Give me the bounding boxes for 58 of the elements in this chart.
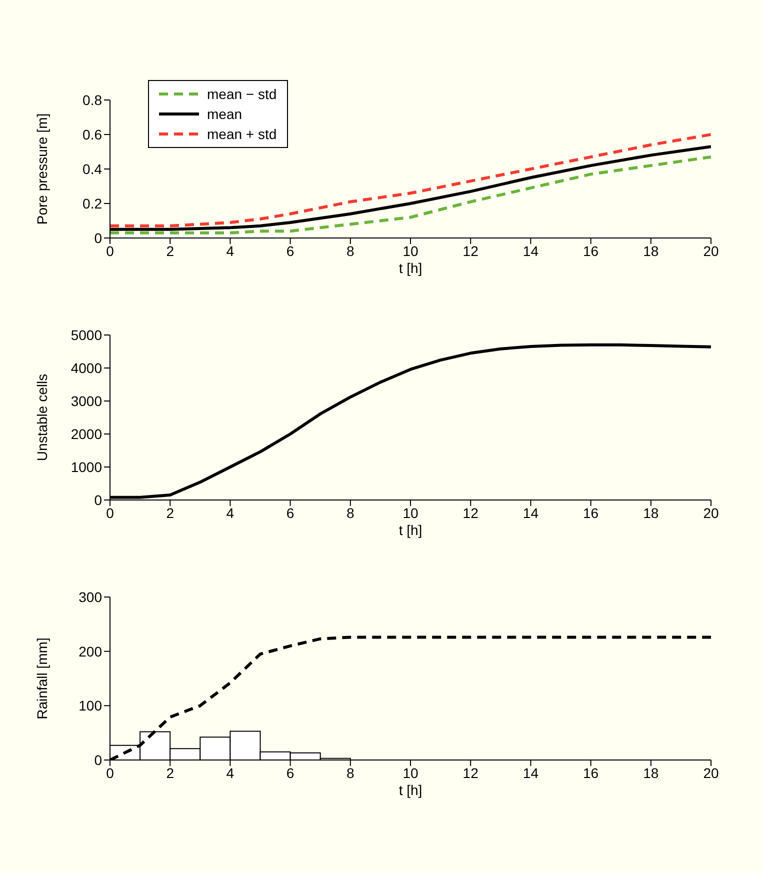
y-axis-title: Unstable cells — [34, 374, 50, 462]
line-series — [110, 155, 711, 234]
y-tick-label: 0 — [94, 752, 102, 768]
y-axis-title: Pore pressure [m] — [34, 113, 50, 225]
x-tick-label: 12 — [462, 242, 479, 259]
x-tick-label: 12 — [462, 764, 479, 781]
x-tick-label: 8 — [346, 242, 354, 259]
x-tick-label: 4 — [226, 242, 234, 259]
y-tick-label: 2000 — [70, 426, 102, 442]
y-tick-label: 5000 — [70, 326, 102, 343]
x-tick-label: 16 — [583, 764, 599, 781]
x-tick-label: 20 — [703, 242, 719, 259]
x-tick-label: 0 — [106, 504, 114, 521]
x-tick-label: 0 — [106, 764, 114, 781]
x-tick-label: 14 — [522, 504, 539, 521]
y-tick-label: 1000 — [70, 458, 102, 475]
x-tick-label: 18 — [643, 242, 659, 259]
y-tick-label: 0 — [94, 230, 102, 246]
y-axis-title: Rainfall [mm] — [34, 638, 50, 720]
x-tick-label: 10 — [402, 504, 418, 521]
x-tick-label: 14 — [522, 764, 539, 781]
x-tick-label: 20 — [703, 504, 719, 521]
x-tick-label: 18 — [643, 504, 659, 521]
y-tick-label: 300 — [78, 588, 102, 605]
x-tick-label: 0 — [106, 242, 114, 259]
x-tick-label: 6 — [286, 504, 294, 521]
legend-label: mean + std — [207, 125, 277, 144]
x-tick-label: 10 — [402, 764, 418, 781]
y-tick-label: 0.4 — [82, 160, 102, 177]
x-axis-title: t [h] — [398, 782, 422, 798]
x-tick-label: 12 — [462, 504, 479, 521]
x-tick-label: 18 — [643, 764, 659, 781]
y-tick-label: 4000 — [70, 360, 102, 376]
x-tick-label: 6 — [286, 764, 294, 781]
y-tick-label: 0.2 — [82, 195, 102, 212]
y-tick-label: 0.8 — [82, 92, 102, 108]
y-tick-label: 100 — [78, 698, 102, 714]
x-tick-label: 16 — [583, 504, 599, 521]
x-tick-label: 4 — [226, 764, 234, 781]
legend-label: mean — [207, 105, 242, 124]
y-tick-label: 3000 — [70, 392, 102, 409]
x-axis-title: t [h] — [398, 260, 422, 276]
x-tick-label: 16 — [583, 242, 599, 259]
x-tick-label: 2 — [166, 504, 174, 521]
x-tick-label: 8 — [346, 764, 354, 781]
x-tick-label: 4 — [226, 504, 234, 521]
y-tick-label: 0.6 — [82, 126, 102, 142]
x-tick-label: 2 — [166, 764, 174, 781]
x-tick-label: 20 — [703, 764, 719, 781]
x-tick-label: 2 — [166, 242, 174, 259]
x-tick-label: 6 — [286, 242, 294, 259]
x-tick-label: 14 — [522, 242, 539, 259]
x-tick-label: 8 — [346, 504, 354, 521]
x-axis-title: t [h] — [398, 522, 422, 538]
y-tick-label: 0 — [94, 492, 102, 508]
legend-label: mean − std — [207, 85, 277, 104]
x-tick-label: 10 — [402, 242, 418, 259]
y-tick-label: 200 — [78, 643, 102, 660]
